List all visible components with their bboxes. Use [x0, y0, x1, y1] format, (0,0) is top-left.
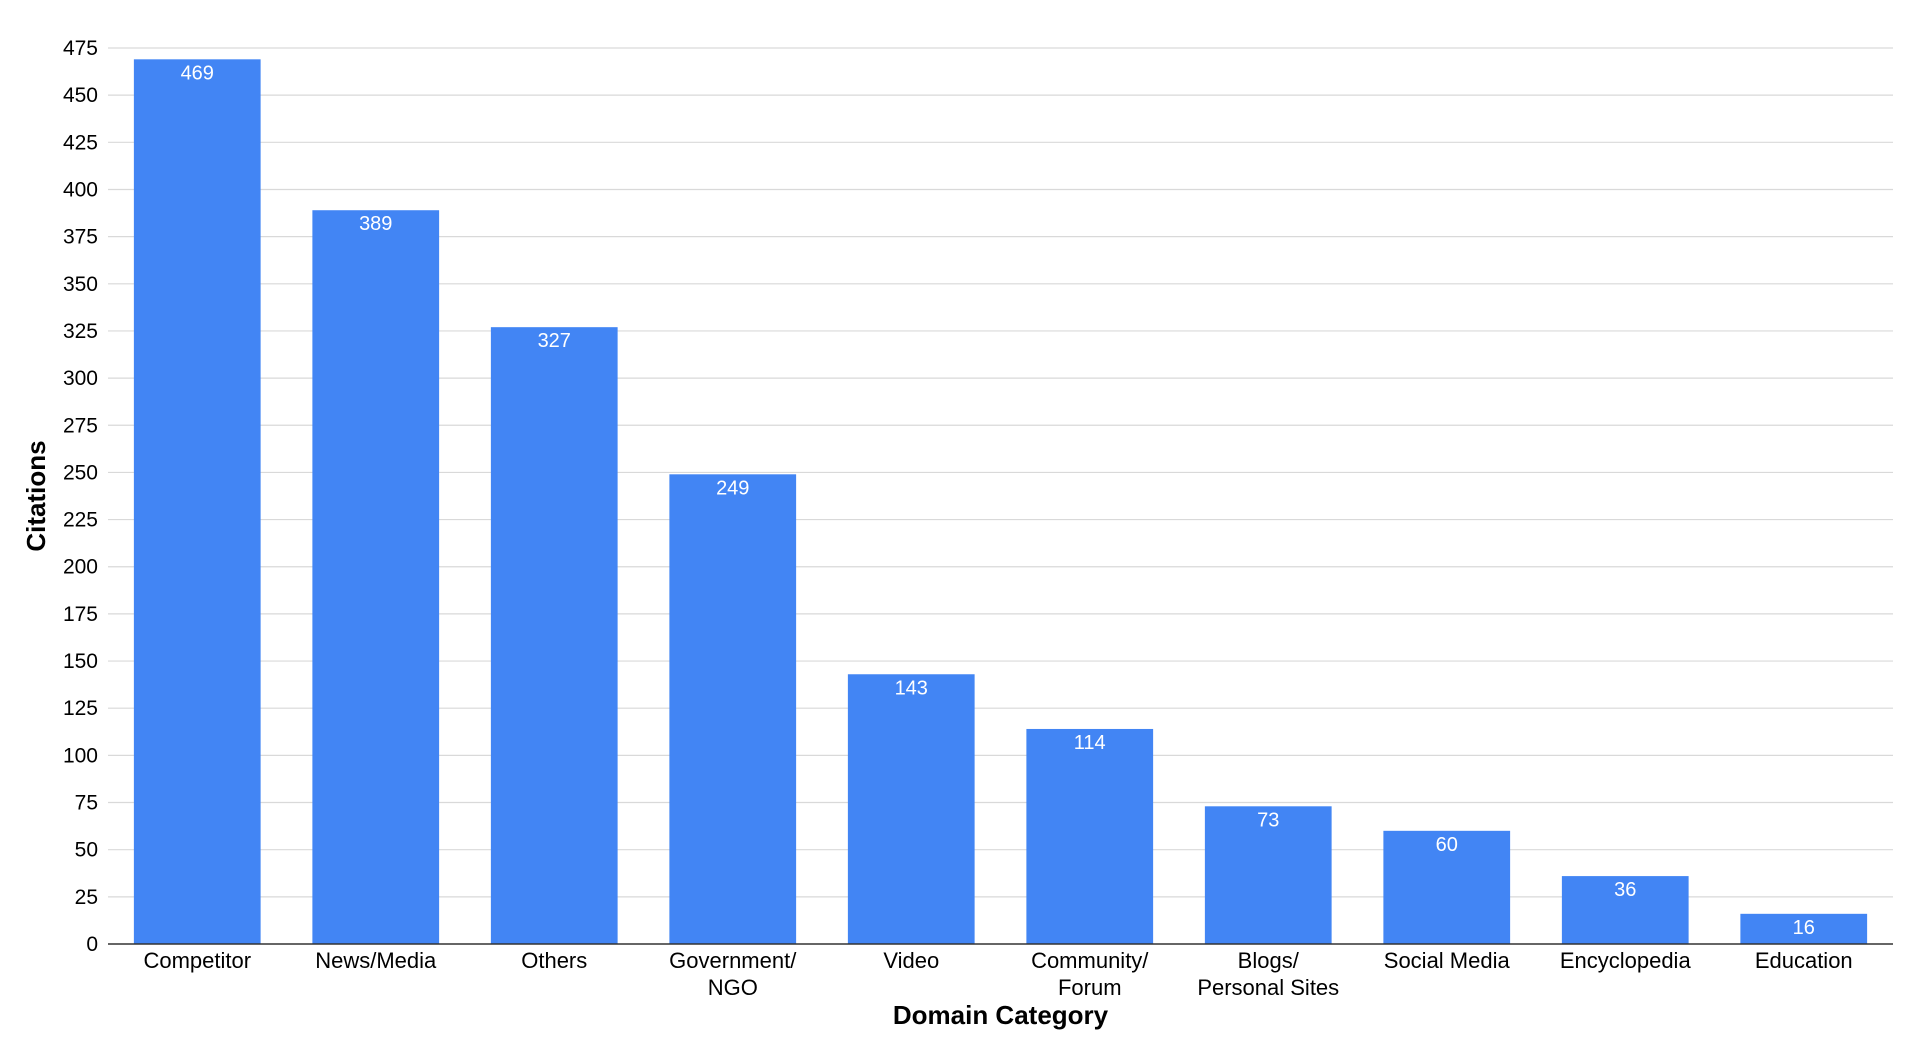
- bar-value-label: 143: [895, 677, 928, 699]
- x-tick-label-line: NGO: [708, 975, 758, 1000]
- x-tick-label-line: Others: [521, 948, 587, 973]
- x-tick-label-line: Forum: [1058, 975, 1122, 1000]
- bar: [669, 474, 797, 944]
- y-tick-label: 425: [63, 131, 98, 154]
- y-tick-label: 75: [75, 792, 98, 815]
- bar-value-label: 327: [538, 330, 571, 352]
- bar: [312, 210, 440, 945]
- y-tick-label: 450: [63, 84, 98, 107]
- y-tick-label: 125: [63, 697, 98, 720]
- y-tick-label: 25: [75, 886, 98, 909]
- x-tick-label-line: Personal Sites: [1197, 975, 1339, 1000]
- x-axis-ticks: Competitor News/Media Others Government/NGO…: [143, 948, 1852, 1000]
- y-tick-label: 475: [63, 37, 98, 60]
- bar-value-label: 16: [1793, 917, 1815, 939]
- bar-value-label: 389: [359, 213, 392, 235]
- bar-value-label: 36: [1614, 879, 1636, 901]
- x-tick-label: Encyclopedia: [1560, 948, 1692, 973]
- x-tick-label: Blogs/Personal Sites: [1197, 948, 1339, 1000]
- x-tick-label-line: Video: [883, 948, 939, 973]
- y-axis-title: Citations: [21, 440, 51, 551]
- bar-value-label: 73: [1257, 809, 1279, 831]
- x-tick-label-line: Education: [1755, 948, 1853, 973]
- data-labels: 469 389 327 249 143 114 73 60 36 16: [181, 62, 1815, 939]
- x-tick-label-line: Government/: [669, 948, 797, 973]
- y-tick-label: 175: [63, 603, 98, 626]
- bar-value-label: 469: [181, 62, 214, 84]
- y-tick-label: 200: [63, 556, 98, 579]
- x-tick-label: Education: [1755, 948, 1853, 973]
- bar: [1383, 830, 1511, 944]
- y-tick-label: 0: [86, 933, 98, 956]
- x-tick-label: Community/Forum: [1031, 948, 1149, 1000]
- y-tick-label: 375: [63, 226, 98, 249]
- bars: [133, 59, 1868, 945]
- y-tick-label: 325: [63, 320, 98, 343]
- y-tick-label: 100: [63, 744, 98, 767]
- y-axis-ticks: 0 25 50 75 100 125 150 175 200 225 250 275 300 325 350…: [63, 37, 98, 956]
- bar-value-label: 249: [716, 477, 749, 499]
- x-axis-title: Domain Category: [893, 1000, 1109, 1030]
- bar: [1026, 728, 1154, 944]
- bar-value-label: 60: [1436, 834, 1458, 856]
- x-tick-label: Others: [521, 948, 587, 973]
- y-tick-label: 50: [75, 839, 98, 862]
- x-tick-label-line: Encyclopedia: [1560, 948, 1692, 973]
- x-tick-label-line: Blogs/: [1238, 948, 1300, 973]
- bar: [1204, 806, 1332, 944]
- bar: [490, 327, 618, 944]
- bar: [847, 674, 975, 944]
- x-tick-label-line: Social Media: [1384, 948, 1511, 973]
- x-tick-label: Competitor: [143, 948, 251, 973]
- x-tick-label-line: Community/: [1031, 948, 1149, 973]
- x-tick-label: Social Media: [1384, 948, 1511, 973]
- x-tick-label-line: News/Media: [315, 948, 437, 973]
- y-tick-label: 250: [63, 461, 98, 484]
- y-tick-label: 300: [63, 367, 98, 390]
- x-tick-label-line: Competitor: [143, 948, 251, 973]
- bar: [133, 59, 261, 945]
- bar: [1561, 876, 1689, 944]
- x-tick-label: News/Media: [315, 948, 437, 973]
- y-tick-label: 225: [63, 509, 98, 532]
- y-tick-label: 275: [63, 414, 98, 437]
- y-tick-label: 350: [63, 273, 98, 296]
- y-tick-label: 400: [63, 178, 98, 201]
- y-tick-label: 150: [63, 650, 98, 673]
- x-tick-label: Video: [883, 948, 939, 973]
- bar-value-label: 114: [1074, 732, 1106, 754]
- x-tick-label: Government/NGO: [669, 948, 797, 1000]
- bar: [1740, 913, 1868, 944]
